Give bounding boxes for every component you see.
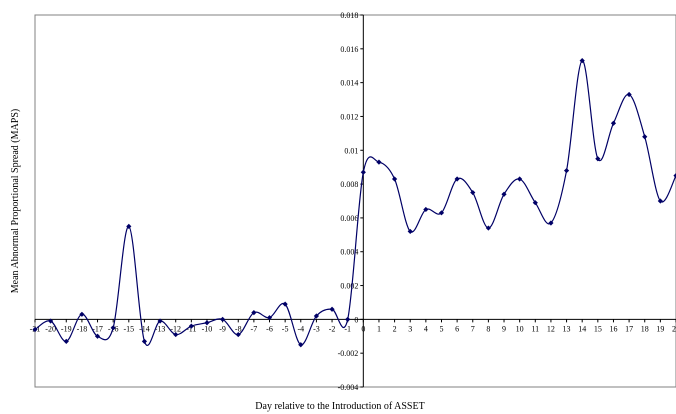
x-tick-label: -20 [45,324,56,333]
x-tick-label: -4 [297,324,304,333]
x-tick-label: -9 [219,324,226,333]
data-point-marker [48,318,54,324]
x-tick-label: -2 [329,324,336,333]
x-tick-label: -14 [139,324,150,333]
x-tick-label: 11 [531,324,539,333]
x-tick-label: -17 [92,324,103,333]
x-tick-label: -11 [186,324,196,333]
data-point-marker [251,310,257,316]
data-point-marker [470,189,476,196]
data-point-marker [141,338,148,344]
x-tick-label: 13 [563,324,571,333]
data-point-marker [173,331,179,338]
x-tick-label: -10 [202,324,213,333]
x-tick-label: 1 [377,324,381,333]
y-axis-title: Mean Abnormal Proportional Spread (MAPS) [10,109,21,293]
y-tick-label: 0.004 [340,248,358,257]
y-tick-label: 0.018 [340,11,358,20]
data-point-marker [126,223,132,229]
x-tick-label: -18 [77,324,88,333]
y-tick-label: 0.008 [340,180,358,189]
x-tick-label: -13 [155,324,166,333]
data-point-marker [282,301,288,307]
data-point-marker [110,325,116,331]
data-point-marker [298,342,304,348]
x-tick-label: 14 [578,324,586,333]
data-point-marker [626,91,632,98]
data-point-marker [532,200,538,206]
data-point-marker [63,338,69,344]
series-markers [32,58,676,348]
y-tick-label: 0.016 [340,45,358,54]
x-tick-label: -19 [61,324,72,333]
x-axis-title: Day relative to the Introduction of ASSE… [255,401,424,412]
y-tick-label: 0.006 [340,214,358,223]
x-tick-label: -3 [313,324,320,333]
x-tick-label: -6 [266,324,273,333]
x-tick-label: 10 [516,324,524,333]
x-tick-label: -7 [251,324,258,333]
x-tick-label: 15 [594,324,602,333]
data-point-marker [642,134,648,140]
data-point-marker [595,156,601,162]
data-point-marker [673,173,676,179]
x-tick-label: 16 [609,324,617,333]
x-tick-label: 12 [547,324,555,333]
x-tick-label: 3 [408,324,412,333]
data-point-marker [79,311,85,317]
data-point-marker [235,331,241,338]
y-tick-label: 0.012 [340,112,358,121]
y-tick-label: -0.002 [338,349,359,358]
data-point-marker [345,316,351,322]
data-point-marker [517,176,523,182]
data-point-marker [32,326,38,333]
x-tick-label: -12 [170,324,181,333]
data-point-marker [563,167,570,174]
data-point-marker [657,198,663,204]
x-tick-label: 8 [486,324,490,333]
data-point-marker [610,120,617,126]
data-point-marker [376,159,382,165]
x-tick-label: -1 [344,324,351,333]
x-tick-label: 7 [471,324,475,333]
data-point-marker [485,225,491,231]
x-tick-label: -5 [282,324,289,333]
data-point-marker [579,58,585,64]
x-tick-label: 9 [502,324,506,333]
data-point-marker [407,228,413,235]
x-tick-label: 17 [625,324,633,333]
y-tick-label: 0.01 [344,146,358,155]
x-tick-label: -15 [123,324,134,333]
x-tick-label: 18 [641,324,649,333]
x-tick-label: -8 [235,324,242,333]
series-line [34,60,676,346]
data-point-marker [454,176,460,182]
y-tick-label: 0.002 [340,282,358,291]
data-point-marker [391,176,398,182]
x-tick-label: 4 [424,324,428,333]
x-tick-label: 6 [455,324,459,333]
data-point-marker [94,333,101,339]
data-point-marker [188,323,194,329]
y-tick-label: 0.014 [340,79,358,88]
data-point-marker [360,169,366,175]
data-point-marker [548,220,554,226]
x-tick-label: 20 [672,324,676,333]
data-point-marker [266,315,273,321]
data-point-marker [157,318,163,324]
y-tick-label: -0.004 [338,383,359,392]
data-point-marker [313,313,320,319]
data-point-marker [220,316,226,322]
data-point-marker [423,206,429,213]
data-point-marker [438,210,445,216]
x-tick-label: 5 [439,324,443,333]
x-tick-label: 19 [656,324,664,333]
x-tick-label: 2 [393,324,397,333]
data-point-marker [329,306,335,312]
data-point-marker [501,191,507,197]
data-point-marker [204,320,210,326]
